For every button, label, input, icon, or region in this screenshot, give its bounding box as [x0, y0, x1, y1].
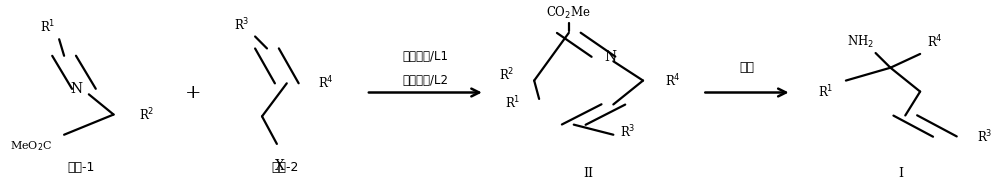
Text: NH$_2$: NH$_2$: [847, 34, 874, 50]
Text: R$^2$: R$^2$: [499, 67, 514, 83]
Text: X: X: [275, 159, 285, 173]
Text: R$^1$: R$^1$: [505, 94, 520, 111]
Text: +: +: [185, 83, 201, 102]
Text: I: I: [898, 167, 903, 180]
Text: N: N: [70, 82, 82, 96]
Text: R$^1$: R$^1$: [818, 83, 834, 100]
Text: N: N: [604, 50, 616, 64]
Text: 底物-2: 底物-2: [271, 161, 298, 174]
Text: R$^4$: R$^4$: [318, 75, 334, 92]
Text: 锃催化剂/L1: 锃催化剂/L1: [402, 50, 448, 63]
Text: 水解: 水解: [739, 61, 754, 74]
Text: R$^3$: R$^3$: [234, 17, 250, 34]
Text: 底物-1: 底物-1: [67, 161, 95, 174]
Text: R$^4$: R$^4$: [927, 34, 943, 50]
Text: II: II: [584, 167, 594, 180]
Text: R$^3$: R$^3$: [977, 128, 992, 145]
Text: R$^1$: R$^1$: [40, 19, 55, 36]
Text: R$^4$: R$^4$: [665, 72, 681, 89]
Text: CO$_2$Me: CO$_2$Me: [546, 5, 591, 21]
Text: 铜催化剂/L2: 铜催化剂/L2: [402, 74, 448, 87]
Text: R$^2$: R$^2$: [139, 106, 154, 123]
Text: MeO$_2$C: MeO$_2$C: [10, 139, 52, 153]
Text: R$^3$: R$^3$: [620, 124, 636, 140]
